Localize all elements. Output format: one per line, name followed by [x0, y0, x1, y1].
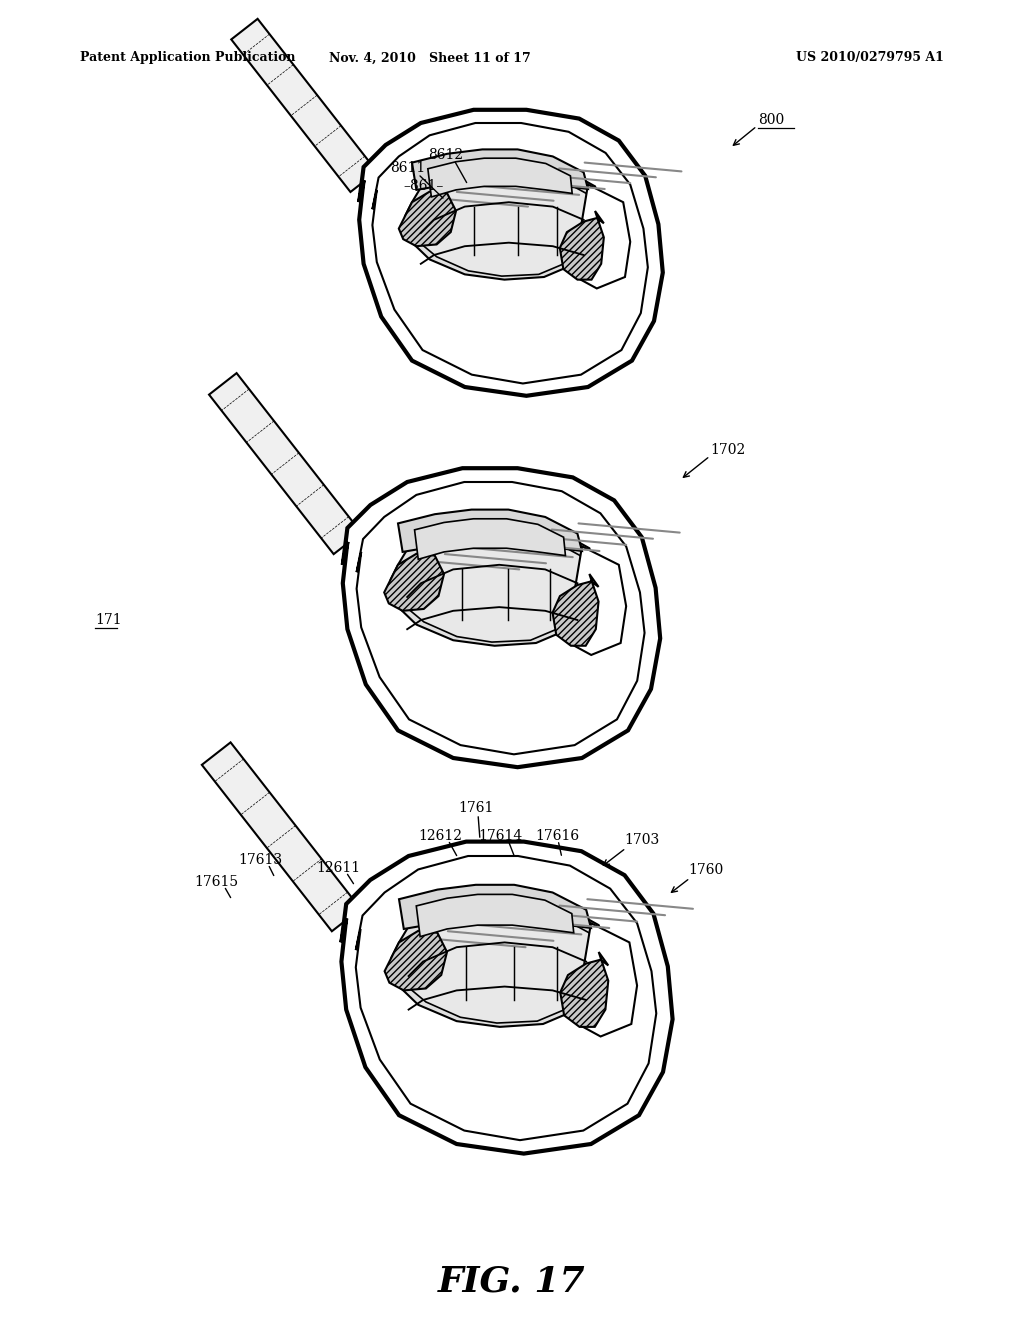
Polygon shape — [398, 191, 456, 247]
Text: 17615: 17615 — [194, 875, 239, 888]
Polygon shape — [385, 931, 447, 990]
Polygon shape — [398, 510, 582, 552]
Text: Patent Application Publication: Patent Application Publication — [80, 51, 296, 65]
Polygon shape — [401, 528, 590, 642]
Text: 1761: 1761 — [458, 801, 494, 814]
Text: 17614: 17614 — [478, 829, 522, 843]
Text: 17613: 17613 — [238, 853, 283, 867]
Text: Nov. 4, 2010   Sheet 11 of 17: Nov. 4, 2010 Sheet 11 of 17 — [329, 51, 530, 65]
Polygon shape — [580, 923, 637, 1036]
Polygon shape — [571, 546, 626, 655]
Polygon shape — [343, 469, 660, 767]
Text: 1703: 1703 — [624, 833, 659, 847]
Polygon shape — [355, 855, 656, 1140]
Polygon shape — [384, 554, 444, 611]
Polygon shape — [553, 574, 599, 645]
Text: FIG. 17: FIG. 17 — [438, 1265, 586, 1299]
Text: 171: 171 — [95, 612, 122, 627]
Text: 12611: 12611 — [316, 861, 360, 875]
Polygon shape — [412, 149, 588, 190]
Text: 17616: 17616 — [535, 829, 580, 843]
Polygon shape — [373, 123, 648, 384]
Polygon shape — [402, 904, 599, 1023]
Polygon shape — [356, 482, 644, 754]
Text: 12612: 12612 — [418, 829, 462, 843]
Polygon shape — [417, 895, 573, 937]
Polygon shape — [428, 158, 572, 197]
Polygon shape — [390, 519, 599, 645]
Polygon shape — [359, 110, 663, 396]
Polygon shape — [209, 374, 361, 554]
Polygon shape — [560, 952, 608, 1027]
Polygon shape — [578, 185, 630, 289]
Text: 8611: 8611 — [390, 161, 425, 176]
Text: 1702: 1702 — [710, 444, 745, 457]
Text: 800: 800 — [758, 114, 784, 127]
Polygon shape — [415, 519, 565, 560]
Text: 8612: 8612 — [428, 148, 463, 162]
Polygon shape — [391, 895, 608, 1027]
Polygon shape — [231, 18, 377, 191]
Text: 1760: 1760 — [688, 863, 723, 876]
Polygon shape — [202, 742, 360, 931]
Text: US 2010/0279795 A1: US 2010/0279795 A1 — [796, 51, 944, 65]
Text: –861–: –861– — [403, 180, 443, 193]
Polygon shape — [560, 211, 604, 280]
Polygon shape — [341, 842, 673, 1154]
Polygon shape — [404, 158, 604, 280]
Polygon shape — [416, 168, 595, 276]
Polygon shape — [399, 884, 591, 929]
